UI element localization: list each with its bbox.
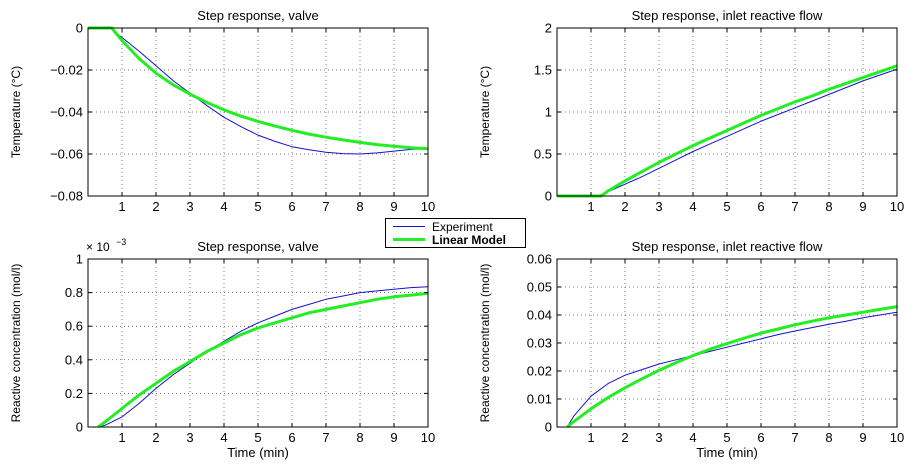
series-line-experiment bbox=[98, 286, 429, 428]
series-line-experiment bbox=[88, 27, 429, 155]
x-tick-label: 1 bbox=[118, 199, 125, 214]
y-tick-label: 0.02 bbox=[527, 364, 552, 379]
y-tick-label: 0 bbox=[545, 420, 552, 435]
series-line-linear-model bbox=[88, 26, 429, 151]
chart-panel-1: 1 2 3 4 5 6 7 8 9 10 0 −0.02 −0.04 −0.06 −0.08 Step res… bbox=[9, 8, 435, 214]
x-tick-label: 7 bbox=[791, 199, 798, 214]
x-tick-label: 7 bbox=[791, 430, 798, 445]
x-tick-label: 10 bbox=[890, 430, 904, 445]
y-tick-label: 0.01 bbox=[527, 392, 552, 407]
y-tick-label: 1 bbox=[76, 252, 83, 267]
legend-label-experiment: Experiment bbox=[432, 220, 493, 234]
x-tick-label: 9 bbox=[390, 199, 397, 214]
x-tick-label: 2 bbox=[152, 199, 159, 214]
x-tick-label: 8 bbox=[356, 199, 363, 214]
y-axis-label: Reactive concentration (mol/l) bbox=[9, 264, 23, 423]
y-axis-label: Reactive concentration (mol/l) bbox=[478, 264, 492, 423]
y-tick-label: 2 bbox=[545, 21, 552, 36]
series-line-experiment bbox=[557, 68, 898, 197]
x-tick-label: 3 bbox=[186, 199, 193, 214]
x-tick-label: 7 bbox=[322, 199, 329, 214]
chart-title: Step response, inlet reactive flow bbox=[632, 239, 823, 254]
legend-entry-experiment: Experiment bbox=[386, 220, 525, 234]
x-axis-label: Time (min) bbox=[227, 445, 289, 460]
x-tick-label: 10 bbox=[890, 199, 904, 214]
y-tick-label: 0.05 bbox=[527, 280, 552, 295]
chart-panel-3: 1 2 3 4 5 6 7 8 9 10 1 0.8 0.6 0.4 0.2 0 Step response, … bbox=[9, 237, 435, 460]
y-tick-label: 0.2 bbox=[65, 386, 83, 401]
x-tick-label: 5 bbox=[254, 430, 261, 445]
x-tick-label: 10 bbox=[421, 430, 435, 445]
y-tick-label: 1.5 bbox=[534, 63, 552, 78]
y-axis-exponent: × 10 bbox=[86, 240, 110, 254]
series-line-experiment bbox=[566, 311, 898, 428]
series-line-linear-model bbox=[557, 64, 898, 198]
x-tick-label: 7 bbox=[322, 430, 329, 445]
y-tick-label: 0 bbox=[76, 21, 83, 36]
y-tick-label: 0 bbox=[76, 420, 83, 435]
y-axis-label: Temperature (°C) bbox=[478, 66, 492, 158]
x-tick-label: 5 bbox=[254, 199, 261, 214]
y-tick-label: 0.8 bbox=[65, 285, 83, 300]
x-tick-label: 5 bbox=[723, 430, 730, 445]
x-tick-label: 6 bbox=[288, 430, 295, 445]
y-axis-exponent-power: −3 bbox=[116, 237, 126, 247]
x-tick-label: 1 bbox=[587, 430, 594, 445]
x-axis-label: Time (min) bbox=[696, 445, 758, 460]
y-tick-label: 0 bbox=[545, 189, 552, 204]
series-line-linear-model bbox=[566, 305, 898, 429]
legend: Experiment Linear Model bbox=[385, 218, 526, 248]
y-tick-label: −0.08 bbox=[50, 189, 83, 204]
x-tick-label: 2 bbox=[621, 199, 628, 214]
x-tick-label: 9 bbox=[859, 430, 866, 445]
chart-title: Step response, inlet reactive flow bbox=[632, 8, 823, 23]
x-tick-label: 2 bbox=[621, 430, 628, 445]
x-tick-label: 8 bbox=[825, 430, 832, 445]
chart-panel-2: 1 2 3 4 5 6 7 8 9 10 2 1.5 1 0.5 0 Step response, inlet… bbox=[478, 8, 904, 214]
x-tick-label: 3 bbox=[186, 430, 193, 445]
x-tick-label: 9 bbox=[390, 430, 397, 445]
x-tick-label: 1 bbox=[587, 199, 594, 214]
y-tick-label: 0.4 bbox=[65, 352, 83, 367]
x-tick-label: 4 bbox=[220, 199, 227, 214]
x-tick-label: 3 bbox=[655, 430, 662, 445]
x-tick-label: 6 bbox=[757, 430, 764, 445]
x-tick-label: 5 bbox=[723, 199, 730, 214]
legend-swatch-experiment bbox=[393, 226, 425, 227]
y-tick-label: 1 bbox=[545, 105, 552, 120]
x-tick-label: 6 bbox=[288, 199, 295, 214]
x-tick-label: 4 bbox=[220, 430, 227, 445]
y-tick-label: 0.03 bbox=[527, 336, 552, 351]
x-tick-label: 1 bbox=[118, 430, 125, 445]
x-tick-label: 6 bbox=[757, 199, 764, 214]
x-tick-label: 8 bbox=[356, 430, 363, 445]
x-tick-label: 3 bbox=[655, 199, 662, 214]
x-tick-label: 2 bbox=[152, 430, 159, 445]
chart-title: Step response, valve bbox=[197, 8, 318, 23]
y-axis-label: Temperature (°C) bbox=[9, 66, 23, 158]
legend-swatch-linear-model bbox=[393, 238, 425, 241]
legend-entry-linear-model: Linear Model bbox=[386, 233, 525, 247]
y-tick-label: −0.04 bbox=[50, 105, 83, 120]
x-tick-label: 4 bbox=[689, 199, 696, 214]
x-tick-label: 8 bbox=[825, 199, 832, 214]
y-tick-label: −0.06 bbox=[50, 147, 83, 162]
x-tick-label: 10 bbox=[421, 199, 435, 214]
y-tick-label: 0.5 bbox=[534, 147, 552, 162]
x-tick-label: 9 bbox=[859, 199, 866, 214]
chart-title: Step response, valve bbox=[197, 239, 318, 254]
legend-label-linear-model: Linear Model bbox=[432, 233, 507, 247]
x-tick-label: 4 bbox=[689, 430, 696, 445]
y-tick-label: 0.06 bbox=[527, 252, 552, 267]
y-tick-label: 0.04 bbox=[527, 308, 552, 323]
series-line-linear-model bbox=[97, 291, 429, 429]
y-tick-label: 0.6 bbox=[65, 319, 83, 334]
chart-panel-4: 1 2 3 4 5 6 7 8 9 10 0.06 0.05 0.04 0.03 0.02 0.01 0 Step… bbox=[478, 239, 904, 460]
y-tick-label: −0.02 bbox=[50, 63, 83, 78]
